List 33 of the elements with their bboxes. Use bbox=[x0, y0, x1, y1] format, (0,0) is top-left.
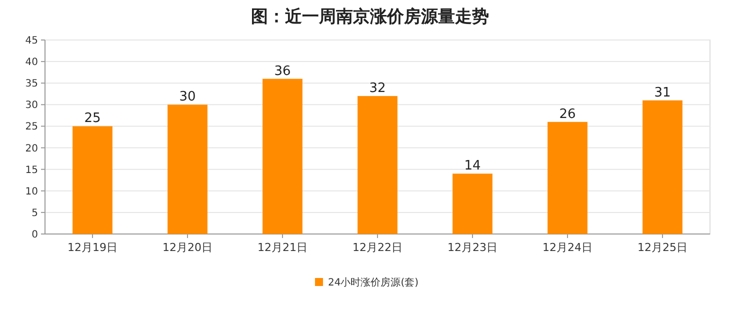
x-tick-label: 12月25日 bbox=[638, 241, 688, 254]
x-tick-label: 12月23日 bbox=[448, 241, 498, 254]
bar bbox=[262, 78, 302, 234]
x-tick-label: 12月24日 bbox=[542, 241, 592, 254]
data-label: 32 bbox=[369, 81, 386, 96]
y-tick-label: 10 bbox=[25, 186, 38, 198]
data-label: 31 bbox=[654, 85, 671, 100]
bar bbox=[72, 126, 112, 234]
data-label: 36 bbox=[274, 64, 291, 79]
bar bbox=[642, 100, 682, 234]
chart-title: 图：近一周南京涨价房源量走势 bbox=[251, 7, 489, 27]
data-label: 26 bbox=[559, 106, 576, 122]
x-tick-label: 12月21日 bbox=[258, 241, 308, 254]
y-tick-label: 5 bbox=[32, 208, 38, 219]
y-tick-label: 40 bbox=[25, 57, 38, 68]
y-tick-label: 0 bbox=[32, 230, 38, 240]
x-tick-label: 12月19日 bbox=[68, 241, 118, 254]
y-tick-label: 15 bbox=[25, 164, 38, 176]
bar bbox=[452, 174, 492, 234]
y-tick-label: 20 bbox=[25, 143, 38, 154]
y-tick-label: 30 bbox=[25, 100, 38, 112]
data-label: 30 bbox=[179, 90, 196, 105]
x-tick-label: 12月22日 bbox=[352, 241, 402, 254]
x-tick-label: 12月20日 bbox=[162, 241, 212, 254]
bar bbox=[358, 96, 398, 234]
bar bbox=[548, 122, 588, 234]
data-label: 14 bbox=[464, 158, 481, 174]
y-tick-label: 45 bbox=[25, 36, 38, 46]
y-tick-label: 25 bbox=[25, 122, 38, 133]
y-tick-label: 35 bbox=[25, 78, 38, 90]
bar bbox=[168, 104, 208, 234]
data-label: 25 bbox=[84, 111, 101, 126]
legend-label: 24小时涨价房源(套) bbox=[328, 276, 419, 288]
